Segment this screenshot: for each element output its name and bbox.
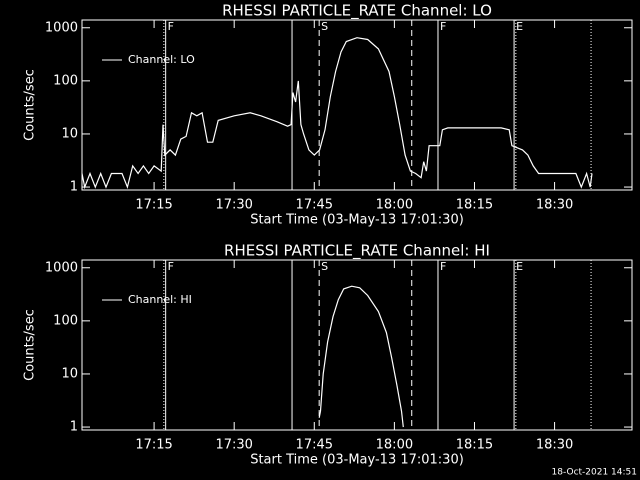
marker-label: S (321, 260, 328, 273)
data-line (318, 285, 404, 428)
x-tick-label: 18:00 (376, 438, 413, 453)
x-tick-label: 17:30 (215, 198, 252, 213)
x-tick-label: 17:15 (135, 198, 172, 213)
plot-frame (81, 19, 633, 191)
x-tick-label: 18:30 (536, 438, 573, 453)
x-tick-label: 18:15 (456, 438, 493, 453)
y-axis-label: Counts/sec (23, 309, 38, 381)
legend-label: Channel: HI (128, 293, 192, 306)
x-tick-label: 17:30 (215, 438, 252, 453)
x-tick-label: 18:30 (536, 198, 573, 213)
x-tick-label: 17:15 (135, 438, 172, 453)
marker-label: S (321, 20, 328, 33)
data-line (81, 37, 593, 190)
footer: 18-Oct-2021 14:51 (552, 468, 637, 478)
marker-label: F (168, 20, 174, 33)
legend-label: Channel: LO (128, 53, 195, 66)
marker-label: E (516, 20, 523, 33)
x-tick-label: 17:45 (296, 438, 333, 453)
y-tick-label: 10 (61, 126, 78, 141)
y-tick-label: 100 (53, 313, 78, 328)
y-axis-label: Counts/sec (23, 69, 38, 141)
x-tick-label: 17:45 (296, 198, 333, 213)
y-tick-label: 1 (70, 420, 78, 435)
x-axis-label: Start Time (03-May-13 17:01:30) (250, 453, 464, 468)
marker-label: F (440, 20, 446, 33)
y-tick-label: 10 (61, 366, 78, 381)
y-tick-label: 100 (53, 73, 78, 88)
y-tick-label: 1 (70, 180, 78, 195)
chart-title: RHESSI PARTICLE_RATE Channel: HI (224, 242, 490, 261)
y-tick-label: 1000 (45, 260, 78, 275)
marker-label: F (440, 260, 446, 273)
x-tick-label: 18:00 (376, 198, 413, 213)
y-tick-label: 1000 (45, 20, 78, 35)
x-tick-label: 18:15 (456, 198, 493, 213)
x-axis-label: Start Time (03-May-13 17:01:30) (250, 213, 464, 228)
plot-frame (81, 259, 633, 431)
marker-label: E (516, 260, 523, 273)
chart-title: RHESSI PARTICLE_RATE Channel: LO (222, 2, 492, 21)
marker-label: F (168, 260, 174, 273)
